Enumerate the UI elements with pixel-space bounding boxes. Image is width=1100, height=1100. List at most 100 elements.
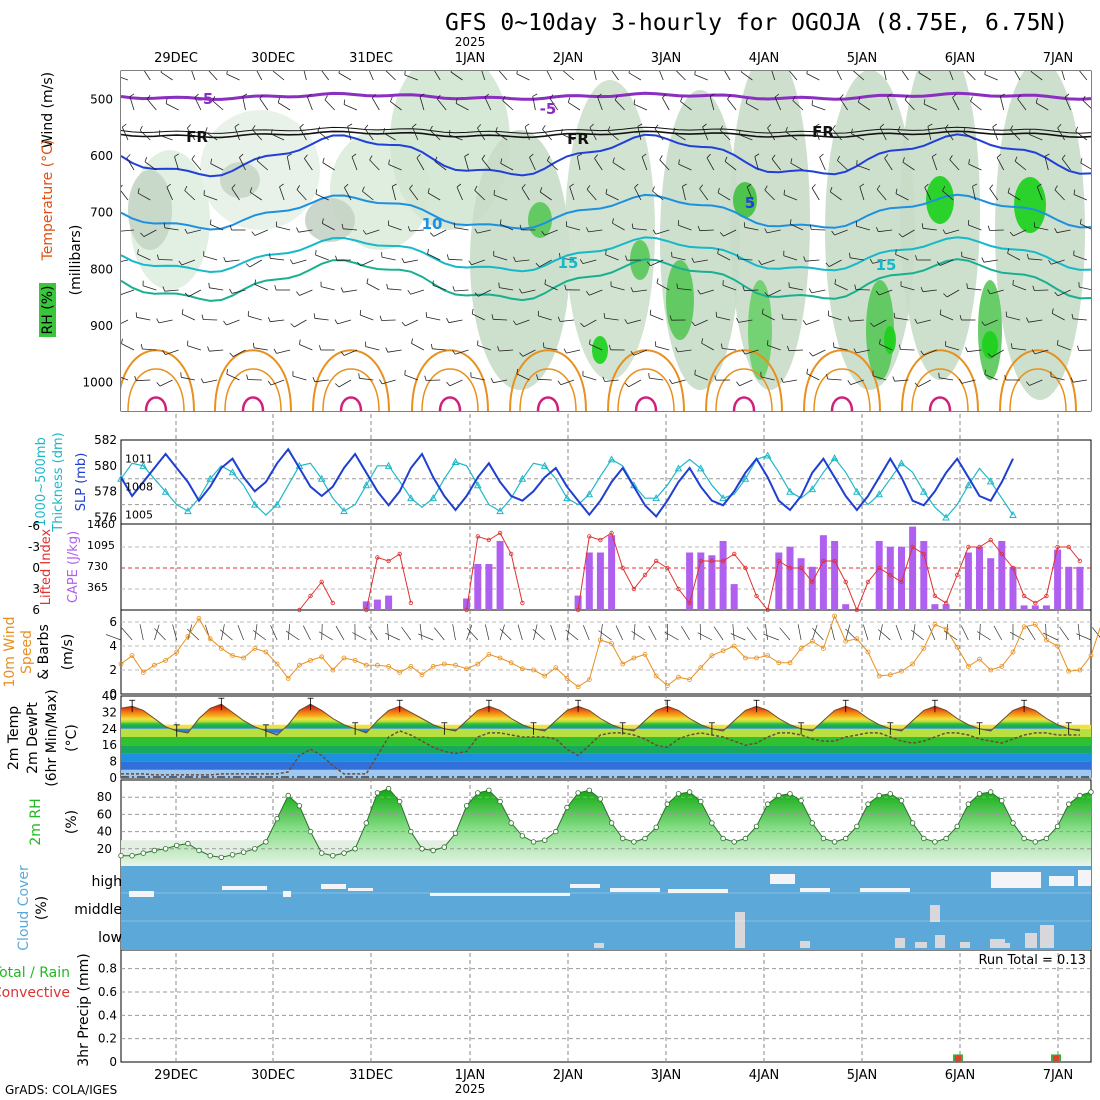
upper-wind-barb bbox=[164, 289, 179, 292]
surface-wind-barb bbox=[187, 624, 193, 641]
upper-wind-barb bbox=[983, 259, 998, 263]
upper-wind-barb-feather bbox=[358, 373, 360, 379]
thickness-marker bbox=[830, 454, 839, 462]
upper-wind-barb-feather bbox=[563, 71, 564, 72]
upper-wind-barb-feather bbox=[312, 376, 316, 382]
upper-wind-barb-feather bbox=[727, 94, 731, 100]
upper-wind-barb bbox=[924, 187, 932, 201]
upper-wind-barb bbox=[484, 97, 492, 111]
upper-wind-barb bbox=[1057, 344, 1071, 351]
surface-wind-barb bbox=[401, 626, 412, 641]
upper-wind-barb bbox=[1030, 71, 1043, 81]
rh-shading bbox=[660, 90, 740, 390]
upper-wind-barb bbox=[895, 254, 909, 261]
lifted-index-marker bbox=[776, 558, 781, 564]
upper-wind-barb-feather bbox=[875, 290, 880, 296]
wind-speed-marker bbox=[609, 641, 614, 646]
upper-wind-barb-feather bbox=[1073, 189, 1076, 195]
surface-wind-barb bbox=[484, 624, 490, 641]
upper-wind-barb-feather bbox=[605, 249, 607, 255]
rh-marker bbox=[921, 835, 927, 842]
upper-wind-barb-feather bbox=[966, 66, 969, 70]
upper-wind-barb bbox=[739, 379, 753, 387]
upper-wind-barb-feather bbox=[764, 228, 768, 234]
upper-wind-barb-feather bbox=[675, 347, 678, 353]
upper-wind-barb-feather bbox=[630, 287, 634, 293]
rh-marker bbox=[642, 835, 648, 842]
upper-wind-barb-feather bbox=[541, 231, 546, 236]
upper-wind-barb-feather bbox=[1009, 231, 1014, 237]
upper-wind-barb-feather bbox=[876, 226, 879, 232]
rh-tick-label: 60 bbox=[97, 807, 112, 821]
upper-wind-barb-feather bbox=[834, 279, 837, 285]
upper-wind-barb bbox=[1073, 379, 1087, 383]
upper-wind-barb-feather bbox=[847, 316, 851, 322]
upper-wind-barb bbox=[121, 229, 135, 232]
upper-wind-barb-feather bbox=[513, 256, 516, 262]
upper-wind-barb bbox=[836, 71, 842, 81]
upper-wind-barb bbox=[387, 288, 402, 291]
wind-speed-marker bbox=[910, 661, 915, 667]
cape-label-lifted: Lifted Index bbox=[39, 528, 54, 605]
upper-wind-barb bbox=[142, 348, 157, 351]
temp-tick-label: 0 bbox=[109, 771, 117, 785]
upper-wind-barb-feather bbox=[702, 123, 707, 128]
upper-wind-barb-feather bbox=[500, 158, 503, 164]
surface-wind-barb bbox=[335, 625, 345, 641]
upper-wind-barb bbox=[1044, 156, 1049, 171]
upper-wind-barb bbox=[968, 163, 982, 171]
upper-wind-barb-feather bbox=[557, 316, 561, 322]
upper-wind-barb-feather bbox=[949, 155, 953, 160]
isotherm-25-arch bbox=[127, 368, 185, 411]
upper-wind-barb bbox=[1034, 289, 1049, 291]
upper-wind-barb-feather bbox=[392, 183, 397, 187]
upper-wind-barb-feather bbox=[252, 125, 256, 130]
slp-line bbox=[120, 447, 1014, 519]
lifted-index-marker bbox=[709, 558, 715, 564]
upper-wind-barb bbox=[471, 259, 485, 266]
cape-bar bbox=[585, 552, 593, 610]
upper-wind-barb-feather bbox=[736, 317, 739, 323]
lifted-index-marker bbox=[1033, 600, 1038, 606]
rh-marker bbox=[575, 790, 581, 796]
upper-wind-barb bbox=[121, 77, 129, 81]
upper-wind-barb bbox=[181, 376, 195, 381]
upper-wind-barb-feather bbox=[545, 64, 549, 67]
upper-wind-barb bbox=[360, 259, 374, 267]
upper-wind-barb bbox=[225, 259, 240, 263]
upper-wind-barb-feather bbox=[577, 153, 582, 157]
rh-marker bbox=[876, 792, 882, 799]
upper-wind-barb bbox=[927, 126, 932, 141]
cape-bar bbox=[719, 541, 727, 610]
lifted-index-marker bbox=[575, 607, 581, 613]
lifted-index-marker bbox=[520, 600, 525, 606]
upper-wind-barb bbox=[390, 101, 402, 111]
upper-wind-barb bbox=[806, 373, 820, 381]
temp-band bbox=[121, 737, 1091, 746]
wind-speed-marker bbox=[408, 664, 414, 669]
rh-marker bbox=[988, 789, 994, 795]
upper-wind-barb bbox=[709, 96, 715, 111]
rh-marker bbox=[151, 847, 158, 854]
upper-wind-barb-feather bbox=[783, 189, 785, 195]
rh-marker bbox=[196, 847, 202, 854]
upper-wind-barb-feather bbox=[1011, 343, 1013, 349]
upper-wind-barb-feather bbox=[271, 129, 273, 135]
upper-wind-barb bbox=[984, 374, 998, 381]
wind-speed-marker bbox=[218, 646, 224, 651]
rh-marker bbox=[441, 844, 447, 850]
upper-wind-barb-feather bbox=[516, 71, 518, 74]
cape-bar bbox=[1009, 566, 1017, 610]
upper-wind-barb bbox=[833, 346, 848, 351]
lifted-index-marker bbox=[642, 572, 648, 578]
upper-wind-barb bbox=[566, 226, 581, 231]
isotherm-25-arch bbox=[617, 368, 675, 411]
upper-wind-barb bbox=[303, 71, 307, 81]
cloud-high-gap bbox=[321, 884, 346, 889]
upper-wind-barb bbox=[633, 103, 648, 111]
contour-label: FR bbox=[812, 123, 834, 141]
rh-marker bbox=[675, 791, 682, 797]
upper-wind-barb bbox=[849, 319, 864, 322]
upper-wind-barb-feather bbox=[452, 349, 456, 355]
upper-wind-barb bbox=[129, 96, 135, 111]
